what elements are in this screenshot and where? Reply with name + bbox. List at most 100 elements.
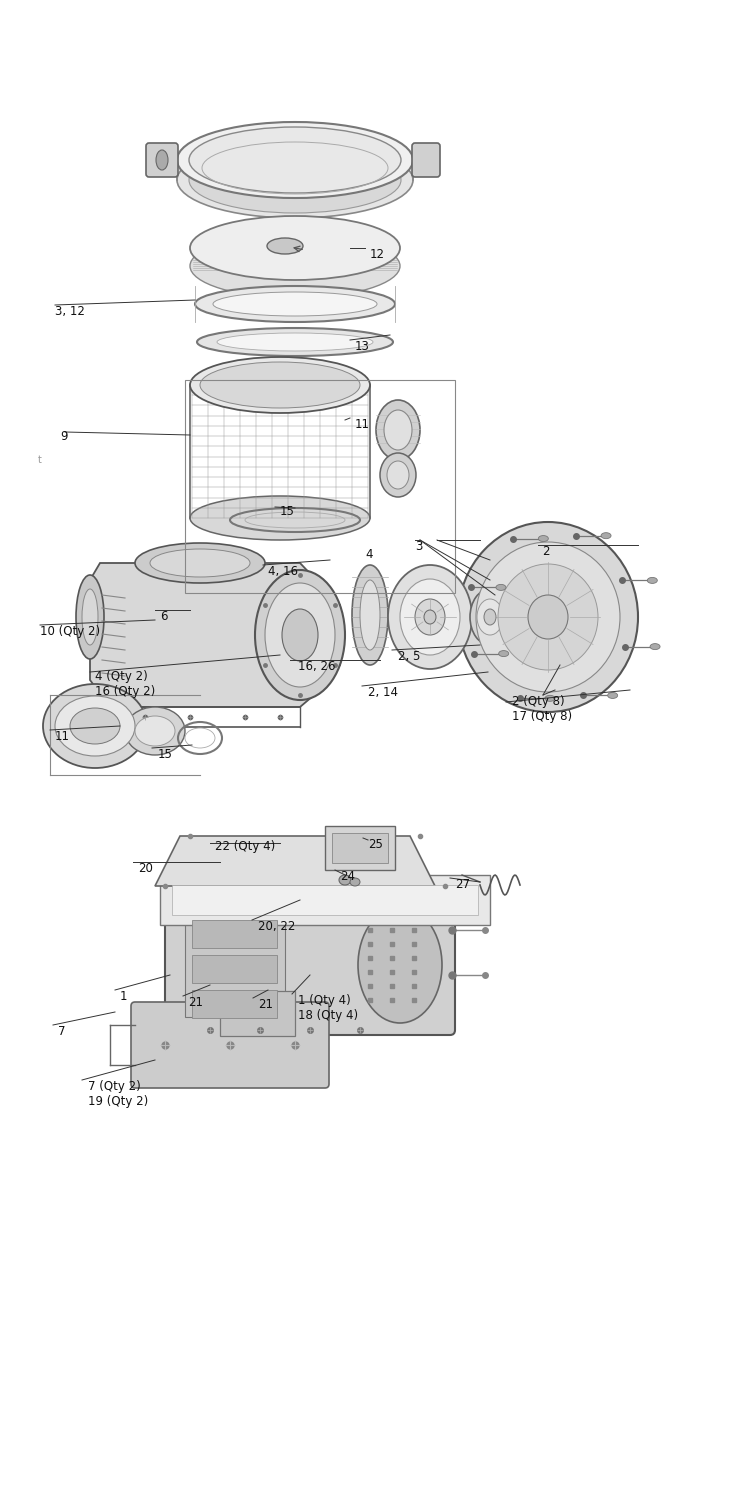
Text: 22 (Qty 4): 22 (Qty 4): [215, 840, 275, 854]
Text: 11: 11: [355, 419, 370, 430]
Ellipse shape: [484, 609, 496, 625]
Text: 2, 14: 2, 14: [368, 686, 398, 699]
Ellipse shape: [601, 532, 611, 538]
Ellipse shape: [339, 874, 351, 885]
Text: 13: 13: [355, 340, 370, 352]
Bar: [185, 914, 285, 1017]
Ellipse shape: [267, 238, 303, 254]
Text: 6: 6: [160, 610, 168, 622]
Ellipse shape: [55, 696, 135, 756]
Text: 3, 12: 3, 12: [55, 304, 85, 318]
Ellipse shape: [380, 453, 416, 497]
Text: 2, 5: 2, 5: [398, 650, 420, 663]
Text: 4: 4: [365, 548, 372, 561]
Ellipse shape: [195, 286, 395, 322]
Ellipse shape: [424, 610, 436, 624]
Ellipse shape: [135, 543, 265, 584]
Ellipse shape: [477, 598, 503, 634]
Text: 3: 3: [415, 540, 423, 554]
Text: 12: 12: [370, 248, 385, 261]
Ellipse shape: [358, 908, 442, 1023]
Ellipse shape: [76, 574, 104, 658]
Ellipse shape: [190, 234, 400, 298]
Ellipse shape: [177, 142, 413, 218]
Bar: [172, 885, 478, 915]
Text: 1 (Qty 4): 1 (Qty 4): [298, 994, 350, 1006]
Ellipse shape: [352, 566, 388, 664]
FancyBboxPatch shape: [412, 142, 440, 177]
Bar: [192, 990, 277, 1018]
Text: 16 (Qty 2): 16 (Qty 2): [95, 686, 155, 698]
Text: 1: 1: [120, 990, 128, 1004]
Text: 15: 15: [280, 506, 295, 518]
Text: 10 (Qty 2): 10 (Qty 2): [40, 626, 100, 638]
Ellipse shape: [376, 400, 420, 460]
Polygon shape: [90, 562, 340, 706]
Ellipse shape: [415, 598, 445, 634]
Ellipse shape: [608, 693, 617, 699]
Ellipse shape: [156, 150, 168, 170]
Bar: [192, 920, 277, 948]
Text: 4 (Qty 2): 4 (Qty 2): [95, 670, 147, 682]
Ellipse shape: [387, 460, 409, 489]
Text: 25: 25: [368, 839, 383, 850]
Ellipse shape: [528, 596, 568, 639]
Ellipse shape: [470, 590, 510, 645]
Text: 20, 22: 20, 22: [258, 920, 296, 933]
Ellipse shape: [282, 609, 318, 662]
Text: 21: 21: [188, 996, 203, 1010]
Ellipse shape: [190, 496, 370, 540]
Ellipse shape: [70, 708, 120, 744]
Ellipse shape: [125, 706, 185, 754]
Text: 16, 26: 16, 26: [298, 660, 335, 674]
Ellipse shape: [545, 696, 555, 702]
Ellipse shape: [189, 128, 401, 194]
Ellipse shape: [177, 122, 413, 198]
FancyBboxPatch shape: [146, 142, 178, 177]
Text: 15: 15: [158, 748, 173, 760]
Text: 21: 21: [258, 998, 273, 1011]
Ellipse shape: [384, 410, 412, 450]
Ellipse shape: [350, 878, 360, 886]
Ellipse shape: [650, 644, 660, 650]
Text: 2 (Qty 8): 2 (Qty 8): [512, 694, 565, 708]
Ellipse shape: [647, 578, 657, 584]
Ellipse shape: [200, 362, 360, 408]
Text: 18 (Qty 4): 18 (Qty 4): [298, 1010, 358, 1022]
Ellipse shape: [135, 716, 175, 746]
Text: 11: 11: [55, 730, 70, 742]
Bar: [185, 380, 455, 592]
Polygon shape: [155, 836, 435, 886]
Ellipse shape: [190, 216, 400, 280]
Ellipse shape: [43, 684, 147, 768]
FancyBboxPatch shape: [131, 1002, 329, 1088]
Bar: [325, 827, 395, 870]
Bar: [332, 833, 388, 862]
Text: 2: 2: [542, 544, 550, 558]
Text: 9: 9: [60, 430, 68, 442]
Ellipse shape: [388, 566, 472, 669]
Ellipse shape: [499, 651, 508, 657]
Ellipse shape: [213, 292, 377, 316]
Text: 7 (Qty 2): 7 (Qty 2): [88, 1080, 141, 1094]
Ellipse shape: [217, 333, 373, 351]
Text: 7: 7: [58, 1024, 65, 1038]
Ellipse shape: [400, 579, 460, 656]
Text: 17 (Qty 8): 17 (Qty 8): [512, 710, 572, 723]
Ellipse shape: [476, 542, 620, 692]
Bar: [192, 956, 277, 982]
Ellipse shape: [265, 584, 335, 687]
Text: t: t: [38, 454, 42, 465]
Ellipse shape: [150, 549, 250, 578]
Ellipse shape: [197, 328, 393, 356]
Ellipse shape: [496, 585, 506, 591]
Text: 19 (Qty 2): 19 (Qty 2): [88, 1095, 148, 1108]
Ellipse shape: [458, 522, 638, 712]
Ellipse shape: [189, 147, 401, 213]
Text: 4, 16: 4, 16: [268, 566, 298, 578]
Bar: [160, 874, 490, 926]
Ellipse shape: [538, 536, 548, 542]
FancyBboxPatch shape: [165, 896, 455, 1035]
Ellipse shape: [255, 570, 345, 700]
Ellipse shape: [498, 564, 598, 670]
